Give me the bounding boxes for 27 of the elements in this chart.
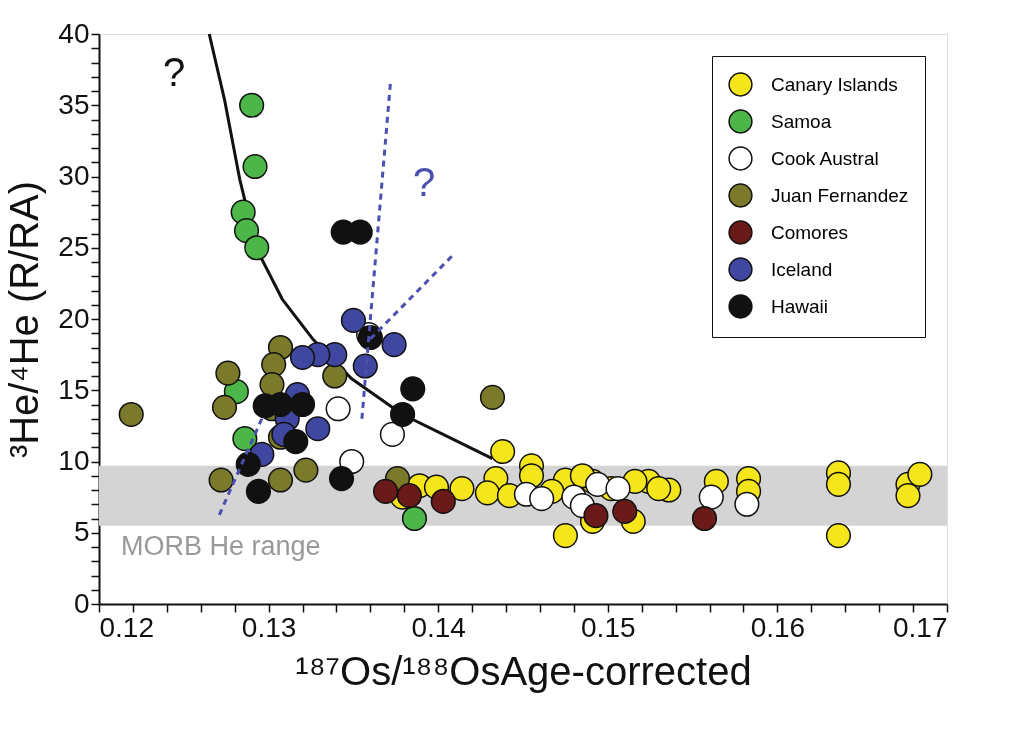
legend-label: Juan Fernandez <box>771 184 909 206</box>
x-tick-label: 0.16 <box>750 611 806 643</box>
y-tick-label: 25 <box>58 231 90 263</box>
y-tick-label: 10 <box>58 445 90 476</box>
y-tick-label: 20 <box>58 302 90 334</box>
y-tick-label: 15 <box>58 373 90 405</box>
x-tick-label: 0.14 <box>411 611 466 643</box>
x-tick-label: 0.17 <box>893 611 948 643</box>
legend-label: Samoa <box>771 110 832 132</box>
legend-label: Comores <box>771 221 849 243</box>
x-axis-title: ¹⁸⁷Os/¹⁸⁸OsAge-corrected <box>295 648 752 693</box>
y-tick-label: 35 <box>58 88 90 120</box>
y-tick-label: 30 <box>58 160 90 191</box>
x-tick-label: 0.15 <box>581 611 636 643</box>
y-tick-label: 40 <box>58 17 90 49</box>
legend-label: Hawaii <box>771 295 829 317</box>
band-label: MORB He range <box>121 530 321 561</box>
x-tick-label: 0.12 <box>99 611 154 643</box>
x-tick-label: 0.13 <box>241 611 297 643</box>
annotation: ? <box>412 160 436 204</box>
y-axis-title: ³He/⁴He (R/RA) <box>2 180 47 459</box>
y-tick-label: 5 <box>73 516 90 548</box>
annotation: ? <box>162 50 186 94</box>
legend-label: Iceland <box>771 258 833 280</box>
legend-label: Cook Austral <box>771 147 879 169</box>
y-tick-label: 0 <box>73 587 90 619</box>
legend-label: Canary Islands <box>771 73 898 95</box>
